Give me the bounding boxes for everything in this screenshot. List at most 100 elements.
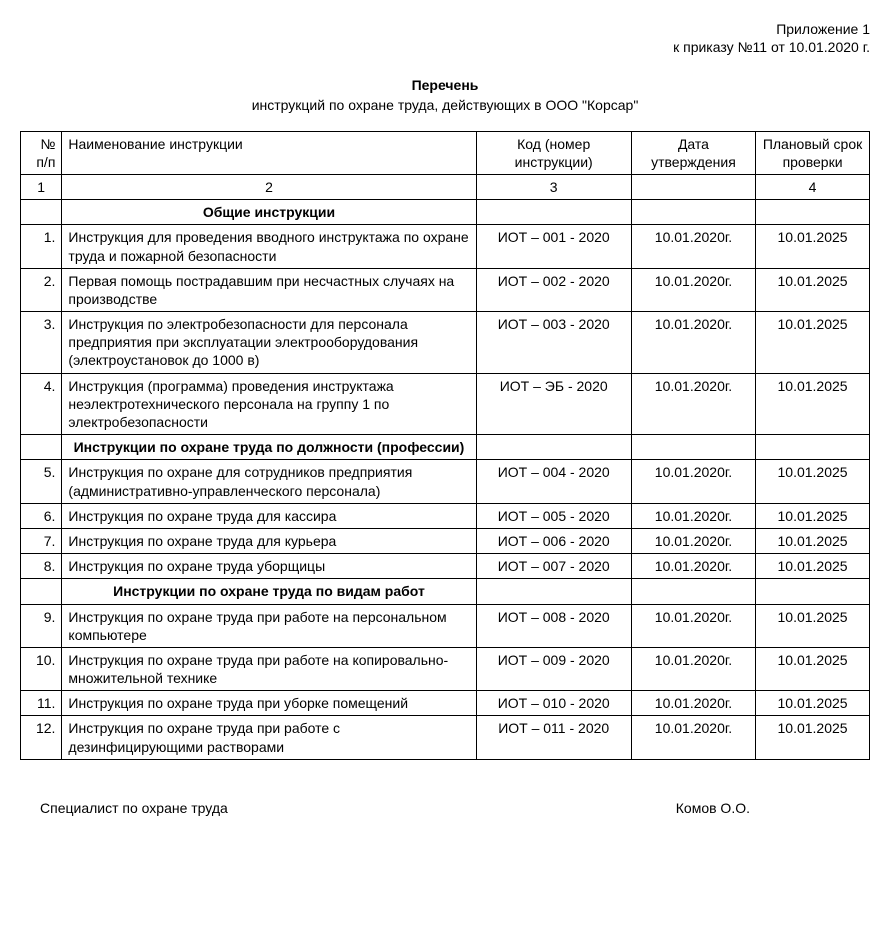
table-row: 5.Инструкция по охране для сотрудников п… (21, 460, 870, 503)
row-date: 10.01.2020г. (631, 604, 755, 647)
table-row: 11.Инструкция по охране труда при уборке… (21, 691, 870, 716)
section-header: Общие инструкции (62, 200, 476, 225)
row-num: 6. (21, 503, 62, 528)
section-num-empty (21, 579, 62, 604)
row-name: Инструкция по охране труда для курьера (62, 528, 476, 553)
row-review: 10.01.2025 (756, 691, 870, 716)
signature-block: Специалист по охране труда Комов О.О. (20, 800, 870, 816)
row-code: ИОТ – ЭБ - 2020 (476, 373, 631, 435)
row-code: ИОТ – 008 - 2020 (476, 604, 631, 647)
row-num: 12. (21, 716, 62, 759)
row-code: ИОТ – 010 - 2020 (476, 691, 631, 716)
appendix-line2: к приказу №11 от 10.01.2020 г. (20, 38, 870, 56)
section-header: Инструкции по охране труда по видам рабо… (62, 579, 476, 604)
table-row: 6.Инструкция по охране труда для кассира… (21, 503, 870, 528)
section-empty-cell (631, 435, 755, 460)
table-row: Общие инструкции (21, 200, 870, 225)
row-review: 10.01.2025 (756, 460, 870, 503)
col-num-5: 4 (756, 174, 870, 199)
row-name: Инструкция для проведения вводного инстр… (62, 225, 476, 268)
section-empty-cell (756, 579, 870, 604)
row-num: 8. (21, 554, 62, 579)
table-row: 8.Инструкция по охране труда уборщицыИОТ… (21, 554, 870, 579)
table-header-row: № п/п Наименование инструкции Код (номер… (21, 131, 870, 174)
row-name: Инструкция по охране труда при работе на… (62, 647, 476, 690)
section-empty-cell (476, 200, 631, 225)
section-empty-cell (476, 579, 631, 604)
col-header-name: Наименование инструкции (62, 131, 476, 174)
row-code: ИОТ – 003 - 2020 (476, 312, 631, 374)
section-num-empty (21, 435, 62, 460)
row-code: ИОТ – 004 - 2020 (476, 460, 631, 503)
row-name: Инструкция по охране труда уборщицы (62, 554, 476, 579)
instructions-table: № п/п Наименование инструкции Код (номер… (20, 131, 870, 760)
section-num-empty (21, 200, 62, 225)
row-date: 10.01.2020г. (631, 225, 755, 268)
section-header: Инструкции по охране труда по должности … (62, 435, 476, 460)
row-code: ИОТ – 005 - 2020 (476, 503, 631, 528)
title-main: Перечень (20, 76, 870, 96)
col-num-2: 2 (62, 174, 476, 199)
row-date: 10.01.2020г. (631, 268, 755, 311)
signature-role: Специалист по охране труда (40, 800, 228, 816)
row-date: 10.01.2020г. (631, 716, 755, 759)
table-row: Инструкции по охране труда по видам рабо… (21, 579, 870, 604)
row-code: ИОТ – 001 - 2020 (476, 225, 631, 268)
row-date: 10.01.2020г. (631, 647, 755, 690)
row-code: ИОТ – 006 - 2020 (476, 528, 631, 553)
row-review: 10.01.2025 (756, 528, 870, 553)
table-row: 12.Инструкция по охране труда при работе… (21, 716, 870, 759)
row-review: 10.01.2025 (756, 554, 870, 579)
row-name: Инструкция по охране для сотрудников пре… (62, 460, 476, 503)
row-code: ИОТ – 007 - 2020 (476, 554, 631, 579)
row-num: 2. (21, 268, 62, 311)
row-date: 10.01.2020г. (631, 528, 755, 553)
row-num: 1. (21, 225, 62, 268)
section-empty-cell (756, 435, 870, 460)
row-review: 10.01.2025 (756, 268, 870, 311)
table-row: Инструкции по охране труда по должности … (21, 435, 870, 460)
col-header-date: Дата утверждения (631, 131, 755, 174)
row-num: 10. (21, 647, 62, 690)
row-name: Инструкция (программа) проведения инстру… (62, 373, 476, 435)
table-row: 2.Первая помощь пострадавшим при несчаст… (21, 268, 870, 311)
table-row: 4.Инструкция (программа) проведения инст… (21, 373, 870, 435)
row-name: Инструкция по охране труда при уборке по… (62, 691, 476, 716)
row-name: Инструкция по электробезопасности для пе… (62, 312, 476, 374)
table-row: 10.Инструкция по охране труда при работе… (21, 647, 870, 690)
row-name: Инструкция по охране труда при работе на… (62, 604, 476, 647)
col-header-review: Плановый срок проверки (756, 131, 870, 174)
row-code: ИОТ – 009 - 2020 (476, 647, 631, 690)
col-num-4 (631, 174, 755, 199)
row-num: 7. (21, 528, 62, 553)
row-review: 10.01.2025 (756, 373, 870, 435)
col-num-3: 3 (476, 174, 631, 199)
row-date: 10.01.2020г. (631, 691, 755, 716)
appendix-line1: Приложение 1 (20, 20, 870, 38)
row-date: 10.01.2020г. (631, 554, 755, 579)
section-empty-cell (476, 435, 631, 460)
row-code: ИОТ – 011 - 2020 (476, 716, 631, 759)
row-review: 10.01.2025 (756, 604, 870, 647)
section-empty-cell (631, 200, 755, 225)
table-row: 9.Инструкция по охране труда при работе … (21, 604, 870, 647)
row-review: 10.01.2025 (756, 716, 870, 759)
row-review: 10.01.2025 (756, 312, 870, 374)
table-body: Общие инструкции1.Инструкция для проведе… (21, 200, 870, 760)
col-header-code: Код (номер инструкции) (476, 131, 631, 174)
row-date: 10.01.2020г. (631, 373, 755, 435)
row-num: 5. (21, 460, 62, 503)
row-name: Инструкция по охране труда при работе с … (62, 716, 476, 759)
row-num: 9. (21, 604, 62, 647)
row-date: 10.01.2020г. (631, 503, 755, 528)
title-sub: инструкций по охране труда, действующих … (20, 96, 870, 116)
section-empty-cell (756, 200, 870, 225)
col-header-num: № п/п (21, 131, 62, 174)
row-review: 10.01.2025 (756, 503, 870, 528)
signature-name: Комов О.О. (676, 800, 750, 816)
row-num: 3. (21, 312, 62, 374)
row-date: 10.01.2020г. (631, 460, 755, 503)
row-date: 10.01.2020г. (631, 312, 755, 374)
row-review: 10.01.2025 (756, 647, 870, 690)
header-right: Приложение 1 к приказу №11 от 10.01.2020… (20, 20, 870, 56)
